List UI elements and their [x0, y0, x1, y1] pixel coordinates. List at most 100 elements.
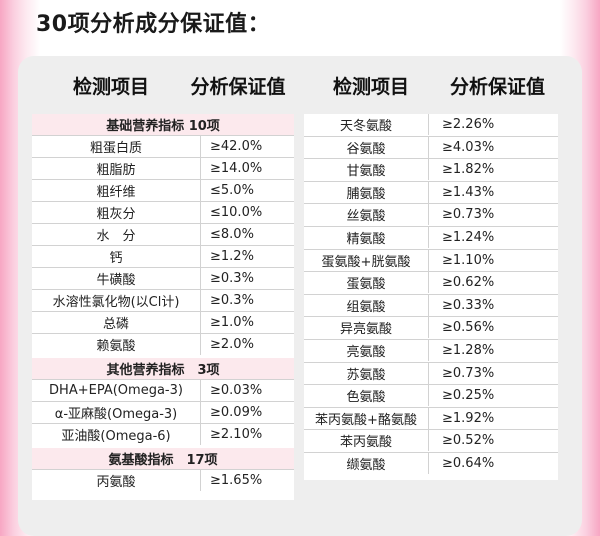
- table-row: 水 分 ≤8.0%: [32, 224, 294, 245]
- item-name: 赖氨酸: [96, 339, 136, 354]
- table-row: 丙氨酸 ≥1.65%: [32, 470, 294, 491]
- item-value: ≥14.0%: [210, 161, 263, 176]
- table-divider: [32, 245, 294, 246]
- table-divider: [32, 401, 294, 402]
- item-name: 牛磺酸: [96, 273, 136, 288]
- table-row: 水溶性氯化物(以Cl计) ≥0.3%: [32, 290, 294, 311]
- table-divider: [304, 384, 558, 385]
- table-divider: [200, 470, 201, 491]
- item-value: ≤5.0%: [210, 183, 254, 198]
- table-row: 异亮氨酸 ≥0.56%: [304, 317, 558, 338]
- table-divider: [200, 180, 201, 201]
- item-value: ≥42.0%: [210, 139, 263, 154]
- table-row: 亚油酸(Omega-6) ≥2.10%: [32, 424, 294, 445]
- table-divider: [428, 159, 429, 180]
- table-row: 粗蛋白质 ≥42.0%: [32, 136, 294, 157]
- table-divider: [304, 316, 558, 317]
- right-item-header: 检测项目: [332, 76, 409, 98]
- table-row: 天冬氨酸 ≥2.26%: [304, 114, 558, 135]
- table-divider: [32, 157, 294, 158]
- table-divider: [200, 268, 201, 289]
- table-divider: [32, 333, 294, 334]
- right-table: 天冬氨酸 ≥2.26% 谷氨酸 ≥4.03% 甘氨酸 ≥1.82% 脯氨酸 ≥1.43% 丝氨酸…: [304, 114, 558, 480]
- table-divider: [428, 137, 429, 158]
- table-divider: [304, 203, 558, 204]
- table-row: 精氨酸 ≥1.24%: [304, 227, 558, 248]
- table-row: 蛋氨酸+胱氨酸 ≥1.10%: [304, 250, 558, 271]
- item-name: 粗蛋白质: [89, 141, 142, 156]
- item-value: ≥1.65%: [210, 473, 263, 488]
- table-row: 亮氨酸 ≥1.28%: [304, 340, 558, 361]
- table-divider: [32, 469, 294, 470]
- item-name: DHA+EPA(Omega-3): [49, 383, 183, 398]
- table-divider: [32, 423, 294, 424]
- item-value: ≤8.0%: [210, 227, 254, 242]
- table-row: 色氨酸 ≥0.25%: [304, 385, 558, 406]
- table-divider: [304, 362, 558, 363]
- table-divider: [428, 408, 429, 429]
- item-value: ≥1.82%: [442, 162, 495, 177]
- table-divider: [428, 182, 429, 203]
- table-divider: [200, 158, 201, 179]
- table-row: 苯丙氨酸+酪氨酸 ≥1.92%: [304, 408, 558, 429]
- left-item-header: 检测项目: [72, 76, 149, 98]
- item-name: 甘氨酸: [346, 164, 386, 179]
- table-divider: [428, 340, 429, 361]
- table-divider: [32, 311, 294, 312]
- table-divider: [428, 363, 429, 384]
- item-value: ≤10.0%: [210, 205, 263, 220]
- item-value: ≥0.3%: [210, 271, 254, 286]
- table-row: 粗脂肪 ≥14.0%: [32, 158, 294, 179]
- item-value: ≥0.73%: [442, 207, 495, 222]
- table-row: 粗灰分 ≤10.0%: [32, 202, 294, 223]
- table-divider: [200, 424, 201, 445]
- item-name: 丙氨酸: [96, 475, 136, 490]
- item-value: ≥0.62%: [442, 275, 495, 290]
- table-divider: [32, 379, 294, 380]
- item-name: 粗脂肪: [96, 163, 136, 178]
- table-row: 牛磺酸 ≥0.3%: [32, 268, 294, 289]
- item-value: ≥0.03%: [210, 383, 263, 398]
- item-name: 蛋氨酸+胱氨酸: [321, 255, 411, 270]
- item-name: α-亚麻酸(Omega-3): [54, 407, 178, 422]
- table-divider: [200, 380, 201, 401]
- item-value: ≥0.64%: [442, 456, 495, 471]
- table-row: 总磷 ≥1.0%: [32, 312, 294, 333]
- table-divider: [304, 136, 558, 137]
- item-value: ≥0.09%: [210, 405, 263, 420]
- table-row: DHA+EPA(Omega-3) ≥0.03%: [32, 380, 294, 401]
- table-row: 粗纤维 ≤5.0%: [32, 180, 294, 201]
- table-divider: [428, 250, 429, 271]
- table-row: 钙 ≥1.2%: [32, 246, 294, 267]
- item-name: 组氨酸: [346, 300, 386, 315]
- table-divider: [32, 135, 294, 136]
- table-row: 赖氨酸 ≥2.0%: [32, 334, 294, 355]
- item-value: ≥0.25%: [442, 388, 495, 403]
- table-divider: [32, 223, 294, 224]
- item-name: 苏氨酸: [346, 368, 386, 383]
- item-value: ≥1.24%: [442, 230, 495, 245]
- table-divider: [304, 294, 558, 295]
- item-name: 亮氨酸: [346, 345, 386, 360]
- table-row: 蛋氨酸 ≥0.62%: [304, 272, 558, 293]
- item-name: 总磷: [102, 317, 129, 332]
- item-value: ≥2.26%: [442, 117, 495, 132]
- table-row: 丝氨酸 ≥0.73%: [304, 204, 558, 225]
- table-divider: [32, 267, 294, 268]
- table-divider: [200, 246, 201, 267]
- item-name: 蛋氨酸: [346, 277, 386, 292]
- item-name: 水 分: [96, 229, 136, 244]
- table-divider: [200, 402, 201, 423]
- item-name: 谷氨酸: [346, 142, 386, 157]
- table-divider: [304, 249, 558, 250]
- item-value: ≥2.0%: [210, 337, 254, 352]
- item-value: ≥1.10%: [442, 253, 495, 268]
- item-value: ≥0.56%: [442, 320, 495, 335]
- table-row: α-亚麻酸(Omega-3) ≥0.09%: [32, 402, 294, 423]
- table-divider: [32, 289, 294, 290]
- table-divider: [32, 201, 294, 202]
- table-divider: [200, 224, 201, 245]
- item-name: 精氨酸: [346, 232, 386, 247]
- table-divider: [304, 407, 558, 408]
- left-value-header: 分析保证值: [190, 76, 286, 98]
